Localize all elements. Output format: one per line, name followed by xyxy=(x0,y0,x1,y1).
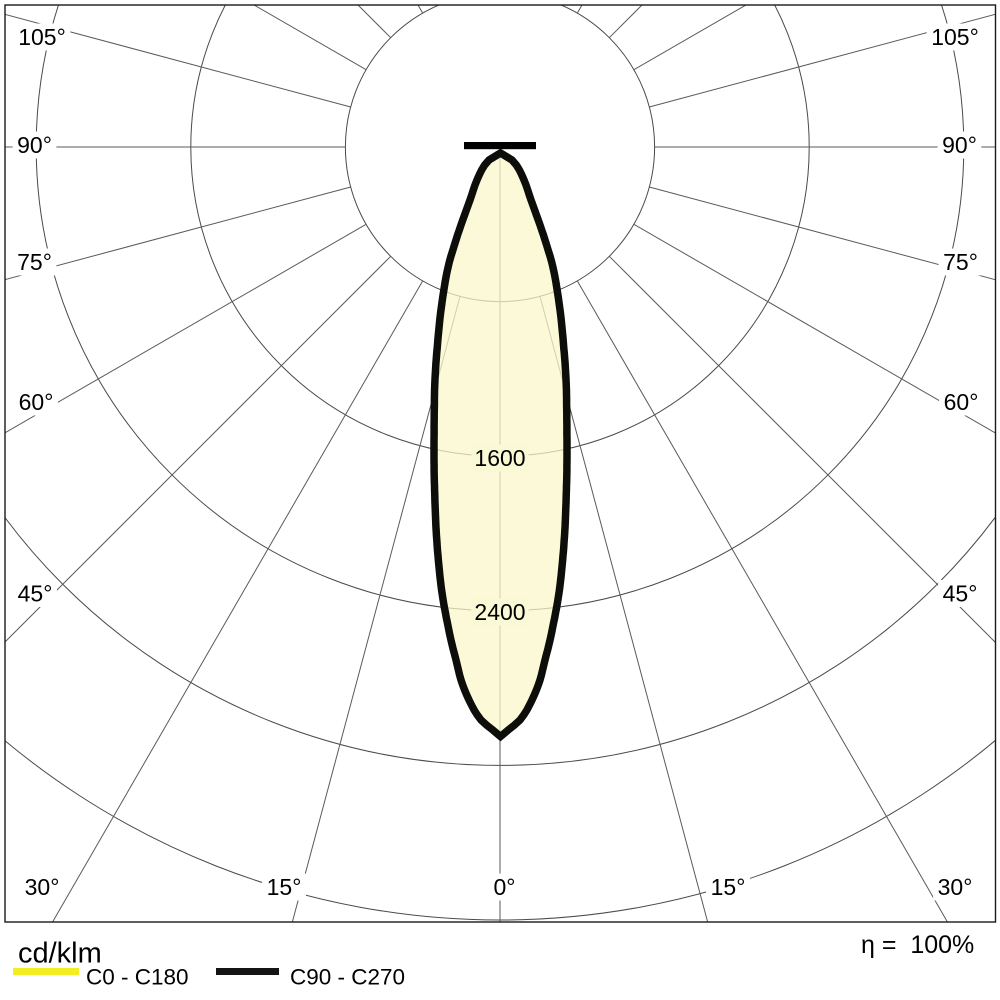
svg-text:90°: 90° xyxy=(942,132,977,158)
svg-text:1600: 1600 xyxy=(474,445,525,471)
svg-text:15°: 15° xyxy=(711,874,746,900)
svg-text:45°: 45° xyxy=(943,581,978,607)
svg-text:75°: 75° xyxy=(17,249,52,275)
svg-text:75°: 75° xyxy=(943,249,978,275)
svg-text:C0 - C180: C0 - C180 xyxy=(86,965,189,990)
svg-text:η = 100%: η = 100% xyxy=(861,931,974,959)
svg-text:C90 - C270: C90 - C270 xyxy=(290,965,405,990)
svg-text:105°: 105° xyxy=(18,24,66,50)
svg-text:45°: 45° xyxy=(18,581,53,607)
svg-text:90°: 90° xyxy=(17,132,52,158)
svg-text:60°: 60° xyxy=(944,389,979,415)
svg-text:30°: 30° xyxy=(25,874,60,900)
svg-text:2400: 2400 xyxy=(474,599,525,625)
svg-text:30°: 30° xyxy=(938,874,973,900)
svg-text:cd/klm: cd/klm xyxy=(18,938,102,970)
svg-text:0°: 0° xyxy=(494,874,516,900)
svg-text:105°: 105° xyxy=(931,24,979,50)
svg-text:60°: 60° xyxy=(19,389,54,415)
svg-text:15°: 15° xyxy=(267,874,302,900)
